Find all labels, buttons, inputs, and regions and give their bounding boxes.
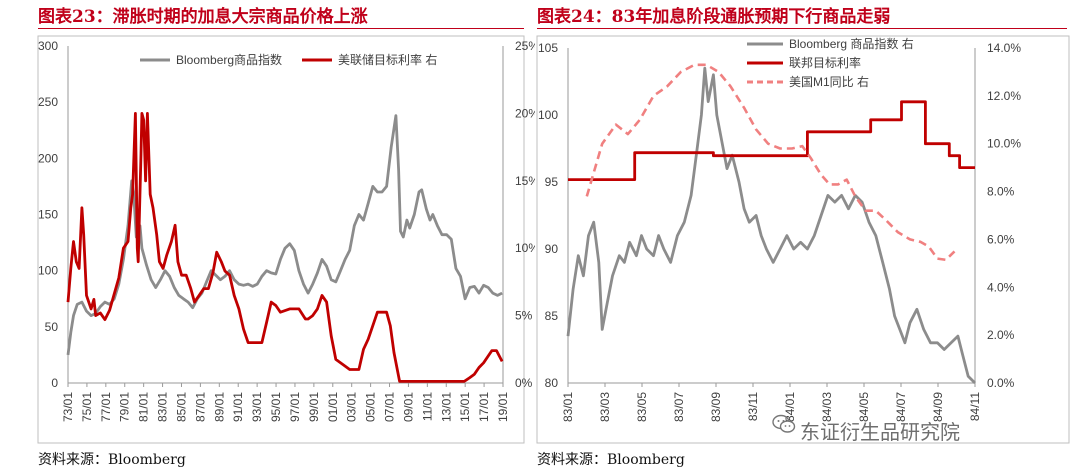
y-left-tick-label: 250 — [38, 95, 58, 109]
x-tick-label: 97/01 — [288, 392, 302, 422]
x-tick-label: 99/01 — [307, 392, 321, 422]
y-right-tick-label: 0% — [515, 376, 533, 390]
y-left-tick-label: 150 — [38, 208, 58, 222]
y-right-tick-label: 4.0% — [987, 280, 1015, 294]
y-left-tick-label: 85 — [545, 309, 559, 323]
x-tick-label: 89/01 — [212, 392, 226, 422]
x-tick-label: 09/01 — [401, 392, 415, 422]
figure-23-source: 资料来源：Bloomberg — [38, 452, 186, 468]
x-tick-label: 11/01 — [420, 392, 434, 421]
x-tick-label: 83/07 — [672, 392, 686, 422]
y-left-tick-label: 200 — [38, 151, 58, 165]
x-tick-label: 84/09 — [931, 392, 945, 422]
y-left-tick-label: 100 — [538, 108, 558, 122]
y-left-tick-label: 95 — [545, 175, 559, 189]
x-tick-label: 83/11 — [746, 392, 760, 421]
x-tick-label: 83/05 — [635, 392, 649, 422]
y-left-tick-label: 100 — [38, 264, 58, 278]
series-line-1 — [568, 100, 975, 182]
figure-23-chart: 0 50 100 150 200 250 300 0% 5% 10% 15% 20% 25% 73/01 7… — [37, 35, 535, 444]
y-right-tick-label: 0.0% — [987, 376, 1015, 390]
x-tick-label: 01/01 — [326, 392, 340, 422]
x-tick-label: 84/07 — [894, 392, 908, 422]
x-tick-label: 77/01 — [99, 392, 113, 422]
y-right-tick-label: 2.0% — [987, 328, 1015, 342]
legend-label: Bloomberg商品指数 — [176, 52, 282, 67]
x-tick-label: 73/01 — [61, 392, 75, 422]
y-left-tick-label: 0 — [51, 376, 58, 390]
x-tick-label: 84/01 — [783, 392, 797, 422]
series-line-0 — [66, 114, 503, 356]
y-left-tick-label: 50 — [45, 320, 59, 334]
x-tick-label: 19/01 — [496, 392, 510, 422]
y-right-tick-label: 5% — [515, 309, 533, 323]
series-line-0 — [566, 66, 976, 384]
x-tick-label: 83/09 — [709, 392, 723, 422]
x-tick-label: 93/01 — [250, 392, 264, 422]
x-tick-label: 95/01 — [269, 392, 283, 422]
y-right-tick-label: 20% — [515, 106, 535, 120]
x-tick-label: 81/01 — [137, 392, 151, 422]
x-tick-label: 79/01 — [118, 392, 132, 422]
figure-24-title: 图表24：83年加息阶段通胀预期下行商品走弱 — [537, 7, 891, 27]
x-tick-label: 07/01 — [383, 392, 397, 422]
x-tick-label: 15/01 — [458, 392, 472, 422]
x-tick-label: 83/01 — [156, 392, 170, 422]
y-left-tick-label: 80 — [545, 376, 559, 390]
watermark-text: 东证衍生品研究院 — [800, 420, 960, 444]
wechat-icon — [772, 414, 796, 433]
chart-frame — [536, 35, 1070, 444]
x-tick-label: 87/01 — [193, 392, 207, 422]
x-tick-label: 05/01 — [364, 392, 378, 422]
y-left-tick-label: 300 — [38, 39, 58, 53]
figure-24-chart: 80 85 90 95 100 105 0.0% 2.0% 4.0% 6.0% 8.0% 10.0% 1… — [536, 35, 1070, 444]
y-right-tick-label: 10% — [515, 241, 535, 255]
legend-label: 联邦目标利率 — [789, 55, 861, 70]
x-tick-label: 83/03 — [598, 392, 612, 422]
y-right-tick-label: 15% — [515, 174, 535, 188]
y-left-tick-label: 105 — [538, 41, 558, 55]
series-line-1 — [66, 112, 504, 383]
figure-23-title-rule — [38, 28, 524, 29]
figure-24-source: 资料来源：Bloomberg — [537, 452, 685, 468]
x-tick-label: 84/03 — [820, 392, 834, 422]
y-right-tick-label: 12.0% — [987, 89, 1021, 103]
x-tick-label: 17/01 — [477, 392, 491, 422]
chart-frame — [37, 35, 525, 444]
y-right-tick-label: 8.0% — [987, 185, 1015, 199]
x-tick-label: 91/01 — [231, 392, 245, 422]
figure-24-title-rule — [537, 28, 1067, 29]
legend-label: Bloomberg 商品指数 右 — [789, 36, 914, 51]
y-right-tick-label: 6.0% — [987, 232, 1015, 246]
figure-23-panel: 图表23：滞胀时期的加息大宗商品价格上涨 0 50 100 150 200 250 300 0… — [0, 0, 535, 474]
y-right-tick-label: 14.0% — [987, 41, 1021, 55]
x-tick-label: 75/01 — [80, 392, 94, 422]
figure-23-title: 图表23：滞胀时期的加息大宗商品价格上涨 — [38, 7, 368, 27]
legend-label: 美联储目标利率 右 — [338, 52, 437, 67]
y-right-tick-label: 25% — [515, 39, 535, 53]
figure-24-panel: 图表24：83年加息阶段通胀预期下行商品走弱 80 85 90 95 100 105 0.0… — [535, 0, 1080, 474]
x-tick-label: 84/05 — [857, 392, 871, 422]
x-tick-label: 13/01 — [439, 392, 453, 422]
x-tick-label: 03/01 — [345, 392, 359, 422]
y-left-tick-label: 90 — [545, 242, 559, 256]
x-tick-label: 83/01 — [561, 392, 575, 422]
x-tick-label: 84/11 — [968, 392, 982, 421]
legend-label: 美国M1同比 右 — [789, 74, 869, 89]
series-line-2 — [585, 63, 956, 262]
y-right-tick-label: 10.0% — [987, 137, 1021, 151]
x-tick-label: 85/01 — [174, 392, 188, 422]
